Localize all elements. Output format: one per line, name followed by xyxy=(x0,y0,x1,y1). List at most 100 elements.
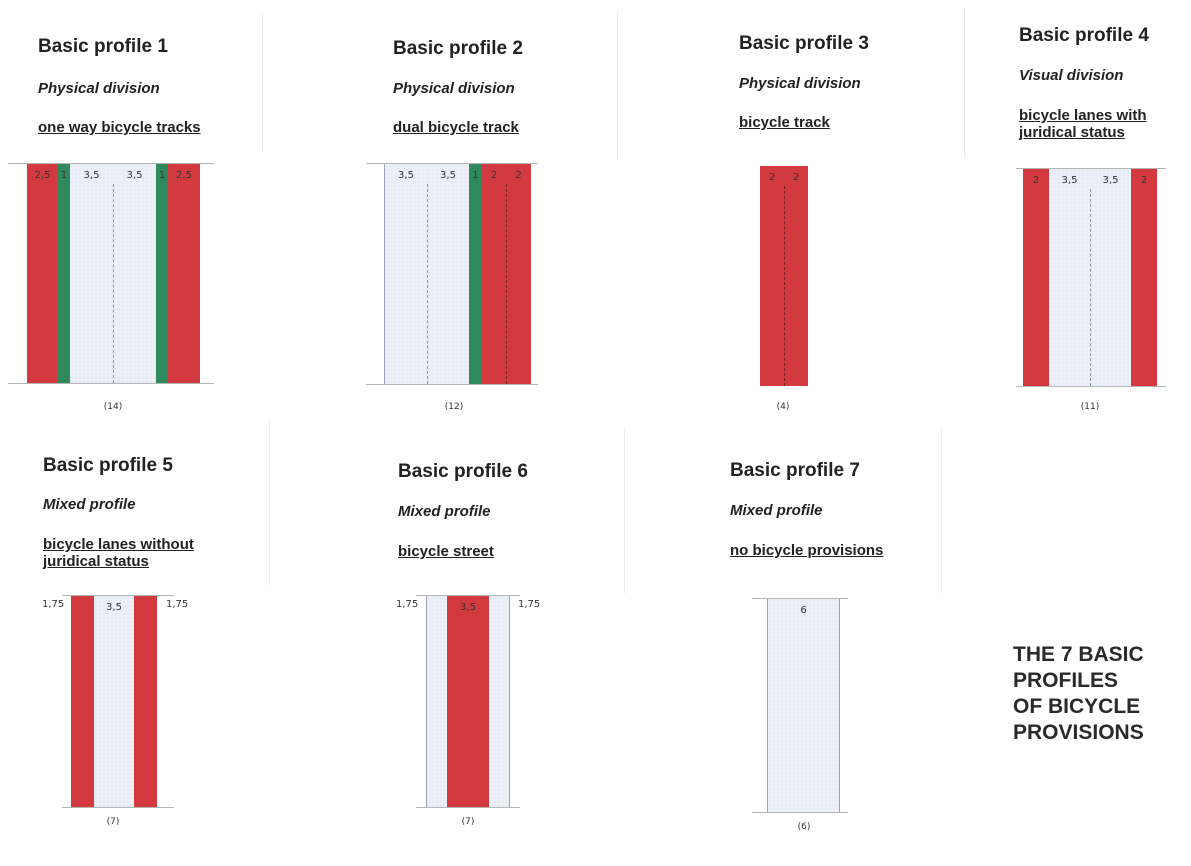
profile-division: Visual division xyxy=(1019,67,1124,84)
strip-width-label: 3,5 xyxy=(440,170,456,181)
bicycle-track-strip: 2 xyxy=(482,164,506,384)
cross-section: 2,5 1 3,5 3,5 1 2,5 xyxy=(27,164,200,383)
strip-width-label: 2,5 xyxy=(34,170,51,181)
carriageway-lane: 3,5 xyxy=(427,164,469,384)
strip-width-label: 2 xyxy=(1032,175,1040,186)
strip-width-label: 2 xyxy=(792,172,800,183)
top-line xyxy=(62,595,174,596)
lane-divider xyxy=(113,184,114,383)
separator xyxy=(941,428,942,593)
side-width-label: 1,75 xyxy=(166,599,189,610)
profile-division: Physical division xyxy=(393,80,515,97)
profile-title: Basic profile 3 xyxy=(739,33,869,54)
carriageway-lane: 3,5 xyxy=(113,164,156,383)
profile-division: Physical division xyxy=(38,80,160,97)
top-line xyxy=(416,595,520,596)
profile-type: no bicycle provisions xyxy=(730,542,884,559)
strip-width-label: 3,5 xyxy=(1061,175,1078,186)
strip-width-label: 3,5 xyxy=(1102,175,1119,186)
side-width-label: 1,75 xyxy=(396,599,419,610)
profile-type: dual bicycle track xyxy=(393,119,519,136)
carriageway-lane: 3,5 xyxy=(1090,169,1131,386)
bottom-line xyxy=(1016,386,1166,387)
track-divider xyxy=(506,184,507,384)
separator xyxy=(624,428,625,593)
bottom-line xyxy=(416,807,520,808)
profile-type: one way bicycle tracks xyxy=(38,119,201,136)
bicycle-track-strip: 2,5 xyxy=(168,164,200,383)
strip-width-label: 3,5 xyxy=(398,170,414,181)
top-line xyxy=(1016,168,1166,169)
profile-type: bicycle lanes without juridical status xyxy=(43,536,194,570)
bottom-line xyxy=(752,812,848,813)
profile-division: Physical division xyxy=(739,75,861,92)
separator xyxy=(262,14,263,152)
bicycle-lane-strip: 2 xyxy=(1131,169,1157,386)
cross-section: 3,5 xyxy=(426,596,510,807)
top-line xyxy=(366,163,538,164)
profile-type: bicycle track xyxy=(739,114,830,131)
side-strip xyxy=(427,596,447,807)
profile-title: Basic profile 1 xyxy=(38,36,168,57)
bicycle-street-strip: 3,5 xyxy=(447,596,489,807)
profile-count: (7) xyxy=(106,817,120,827)
cross-section: 2 2 xyxy=(760,166,808,386)
diagram-title-line: OF BICYCLE xyxy=(1013,695,1141,718)
profile-title: Basic profile 5 xyxy=(43,455,173,476)
bicycle-track-strip: 2 xyxy=(760,166,784,386)
track-divider xyxy=(784,186,785,386)
strip-width-label: 2 xyxy=(490,170,498,181)
bicycle-lane-strip: 2 xyxy=(1023,169,1049,386)
profile-title: Basic profile 4 xyxy=(1019,25,1149,46)
lane-divider xyxy=(1090,189,1091,386)
top-line xyxy=(752,598,848,599)
profile-title: Basic profile 6 xyxy=(398,461,528,482)
separator-strip: 1 xyxy=(58,164,70,383)
strip-width-label: 1 xyxy=(158,170,166,181)
bottom-line xyxy=(62,807,174,808)
bicycle-track-strip: 2 xyxy=(784,166,808,386)
separator xyxy=(269,420,270,585)
profile-count: (6) xyxy=(797,822,811,832)
top-line xyxy=(8,163,214,164)
diagram-title: THE 7 BASIC PROFILES OF BICYCLE PROVISIO… xyxy=(1013,642,1144,746)
diagram-title-line: THE 7 BASIC xyxy=(1013,643,1144,666)
diagram-title-line: PROVISIONS xyxy=(1013,721,1144,744)
carriageway-lane: 3,5 xyxy=(1049,169,1090,386)
road-edge xyxy=(767,599,768,812)
road-edge xyxy=(426,596,427,807)
separator xyxy=(964,8,965,158)
strip-width-label: 3,5 xyxy=(126,170,143,181)
cross-section: 3,5 xyxy=(71,596,157,807)
profile-count: (14) xyxy=(103,402,123,412)
separator-strip: 1 xyxy=(156,164,168,383)
side-strip xyxy=(489,596,509,807)
strip-width-label: 1 xyxy=(60,170,68,181)
strip-width-label: 6 xyxy=(800,605,807,616)
profile-division: Mixed profile xyxy=(43,496,136,513)
profile-division: Mixed profile xyxy=(730,502,823,519)
diagram-title-line: PROFILES xyxy=(1013,669,1119,692)
strip-width-label: 3,5 xyxy=(460,602,476,613)
profile-count: (4) xyxy=(776,402,790,412)
bottom-line xyxy=(366,384,538,385)
profile-title: Basic profile 2 xyxy=(393,38,523,59)
carriageway-lane: 3,5 xyxy=(70,164,113,383)
cross-section: 2 3,5 3,5 2 xyxy=(1023,169,1157,386)
strip-width-label: 2 xyxy=(768,172,776,183)
bicycle-lane-strip xyxy=(71,596,94,807)
profile-type: bicycle lanes with juridical status xyxy=(1019,107,1147,141)
cross-section: 6 xyxy=(767,599,840,812)
profile-division: Mixed profile xyxy=(398,503,491,520)
profile-type: bicycle street xyxy=(398,543,494,560)
side-width-label: 1,75 xyxy=(42,599,65,610)
separator xyxy=(617,10,618,160)
profile-count: (11) xyxy=(1080,402,1100,412)
strip-width-label: 3,5 xyxy=(83,170,100,181)
strip-width-label: 2,5 xyxy=(176,170,192,181)
cross-section: 3,5 3,5 1 2 2 xyxy=(384,164,531,384)
carriageway-lane: 3,5 xyxy=(385,164,427,384)
strip-width-label: 3,5 xyxy=(106,602,122,613)
road-edge xyxy=(839,599,840,812)
bicycle-track-strip: 2,5 xyxy=(27,164,58,383)
